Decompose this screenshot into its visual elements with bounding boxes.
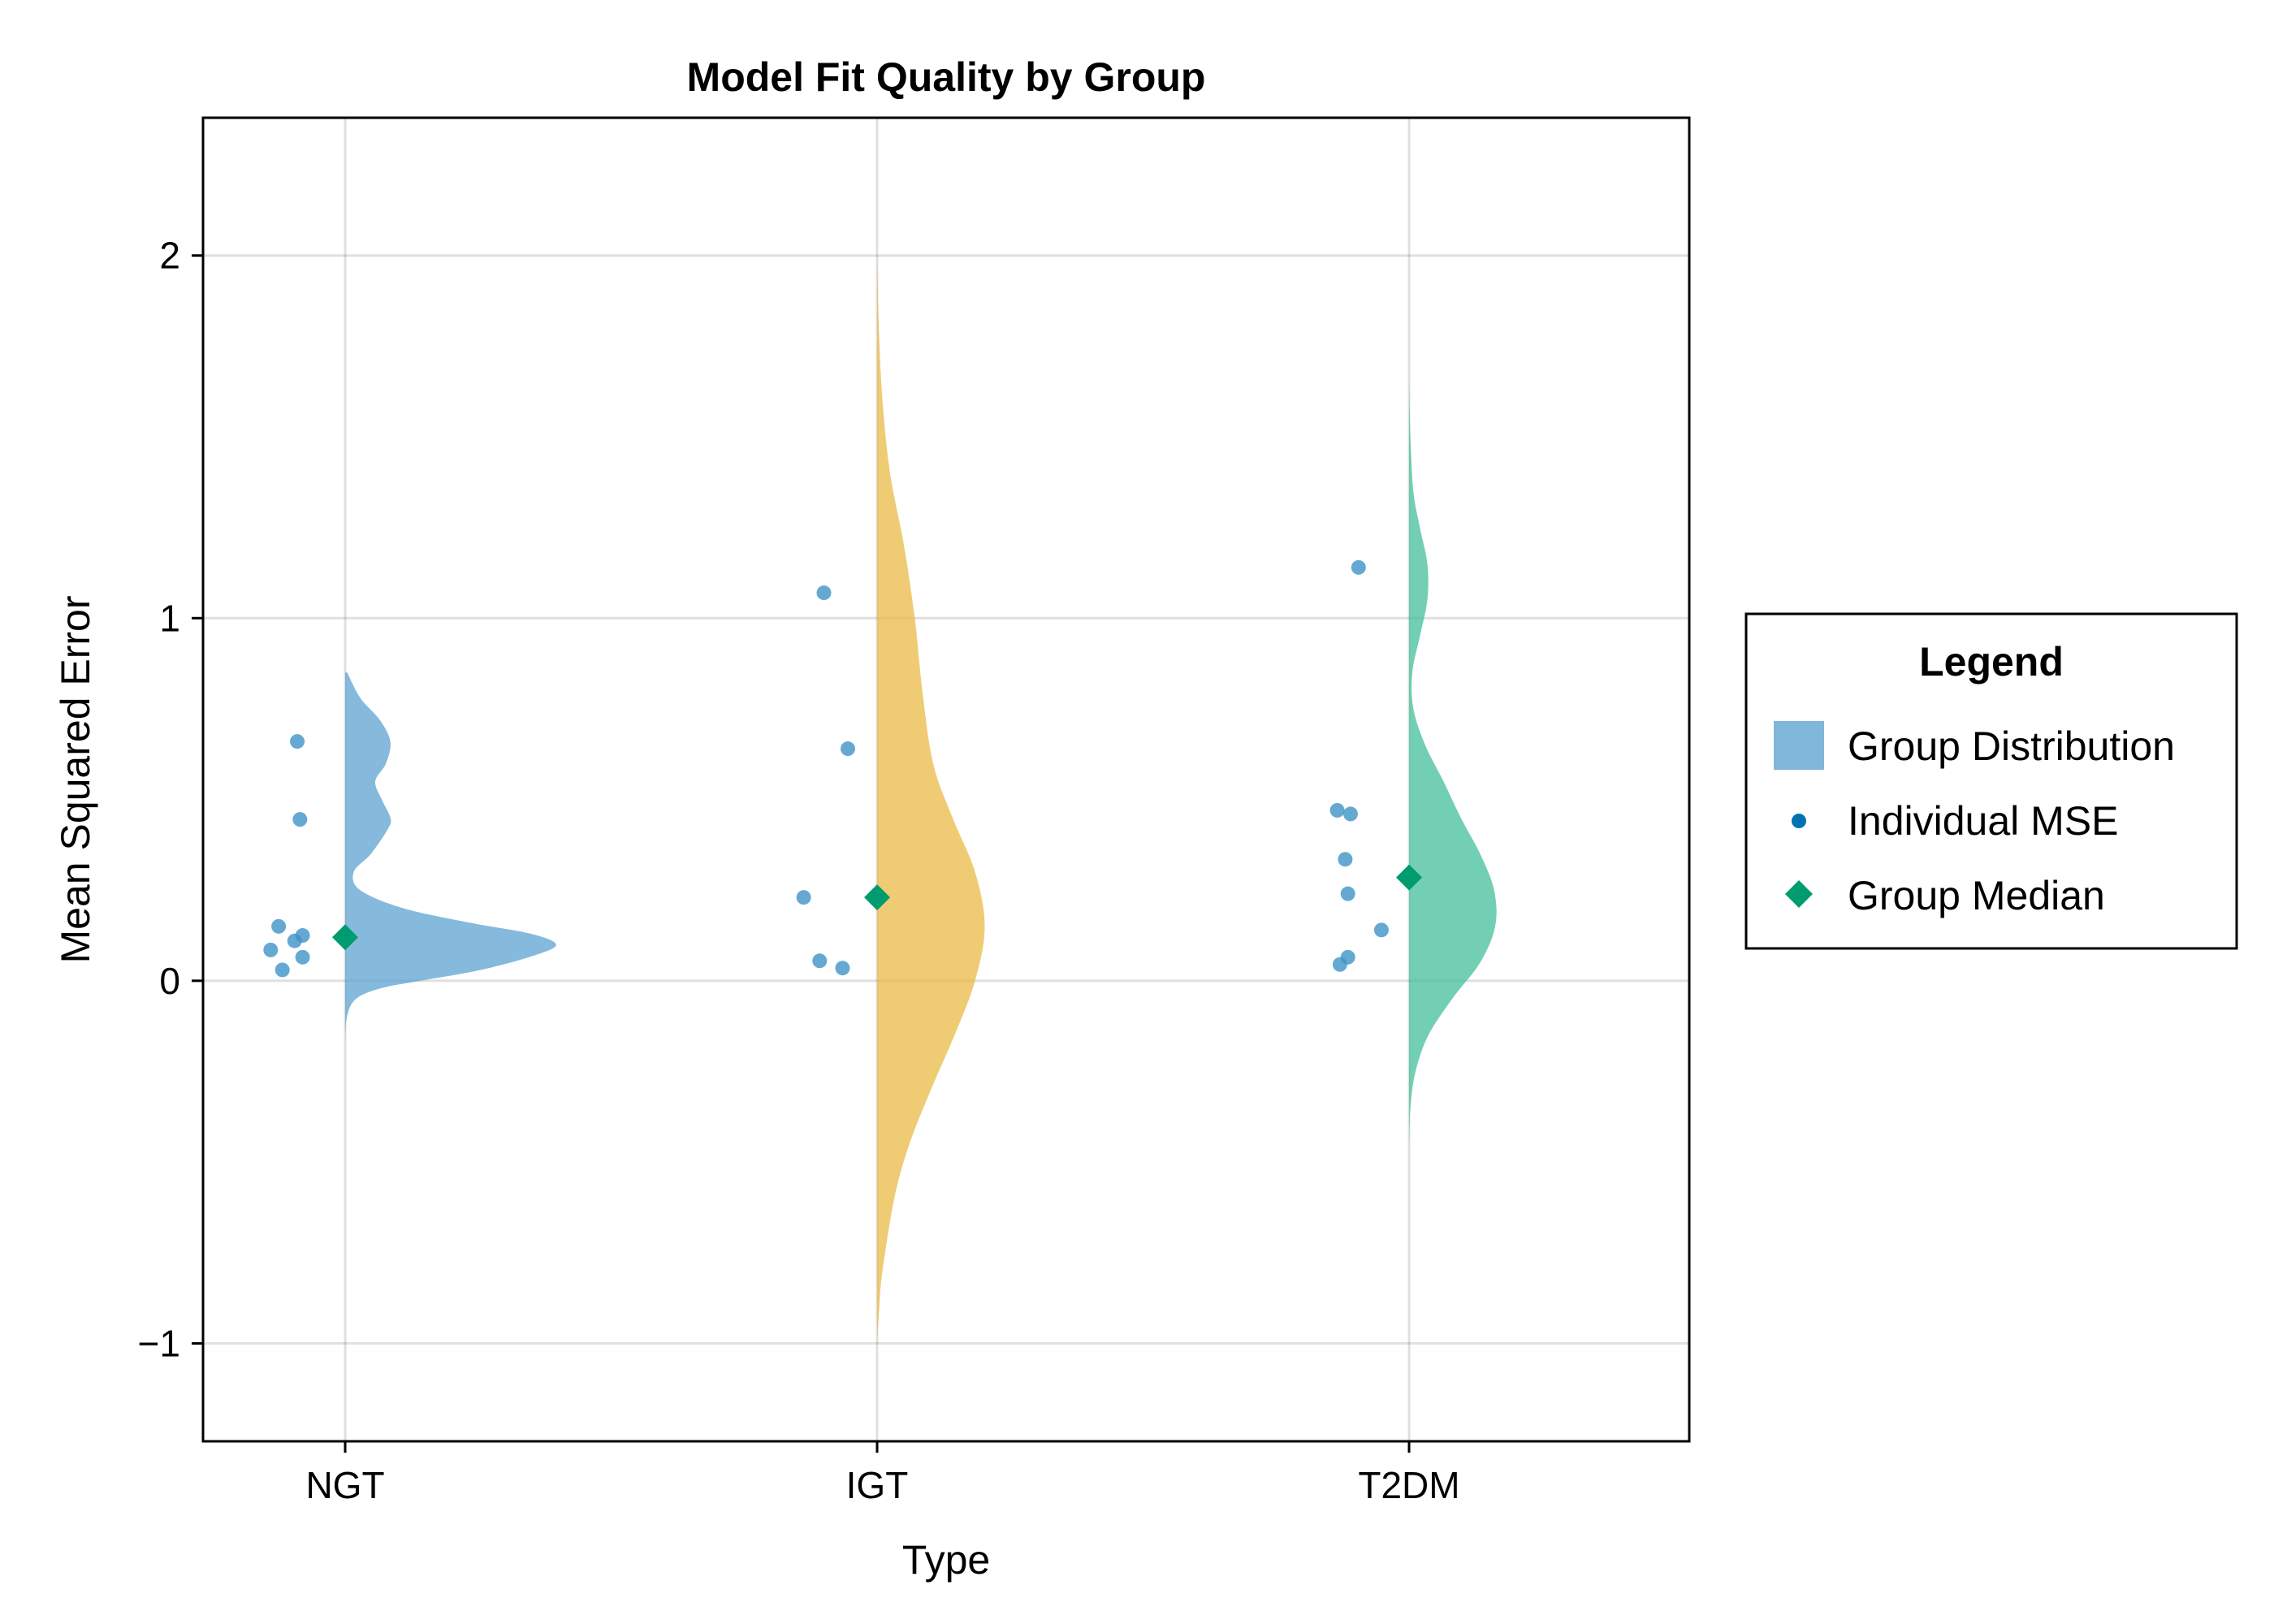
mse-point	[1351, 559, 1366, 575]
median-marker-ngt	[332, 924, 358, 951]
y-axis-label: Mean Squared Error	[53, 595, 98, 963]
y-tick-label: 2	[159, 235, 180, 277]
mse-point	[796, 890, 811, 905]
mse-point	[1329, 802, 1345, 818]
mse-point	[1342, 806, 1358, 822]
mse-point	[840, 741, 855, 757]
x-axis-label: Type	[902, 1537, 990, 1583]
chart-title: Model Fit Quality by Group	[687, 54, 1206, 100]
legend-title: Legend	[1919, 639, 2064, 685]
mse-point	[1373, 922, 1389, 938]
x-tick-label: IGT	[846, 1464, 909, 1506]
y-tick-label: 0	[159, 960, 180, 1002]
group-medians	[332, 864, 1422, 951]
x-tick-label: T2DM	[1358, 1464, 1459, 1506]
mse-point	[835, 961, 850, 976]
axes: −1 0 1 2 NGT IGT T2DM	[138, 235, 1460, 1506]
mse-point	[816, 585, 832, 601]
violin-t2dm	[1409, 382, 1497, 1144]
violin-igt	[877, 255, 985, 1344]
mse-point	[292, 812, 308, 827]
mse-point	[812, 953, 828, 969]
legend: Legend Group Distribution Individual MSE…	[1744, 612, 2238, 950]
legend-label-distribution: Group Distribution	[1848, 723, 2175, 769]
mse-point	[1332, 957, 1347, 972]
mse-point	[290, 734, 305, 749]
individual-points	[263, 559, 1389, 978]
y-tick-label: −1	[138, 1322, 180, 1364]
legend-label-median: Group Median	[1848, 873, 2105, 918]
median-marker-t2dm	[1396, 864, 1422, 891]
mse-point	[271, 918, 287, 934]
plot-frame	[201, 116, 1691, 1443]
mse-point	[263, 942, 279, 957]
legend-frame	[1744, 612, 2238, 950]
violins	[345, 255, 1497, 1344]
mse-point	[287, 933, 302, 948]
legend-swatch-distribution	[1774, 721, 1824, 770]
x-tick-label: NGT	[305, 1464, 384, 1506]
violin-ngt	[345, 672, 556, 1043]
legend-label-points: Individual MSE	[1848, 798, 2119, 844]
mse-point	[1338, 852, 1353, 867]
mse-point	[295, 949, 310, 965]
mse-point	[1340, 886, 1355, 901]
legend-swatch-points	[1792, 814, 1806, 828]
mse-point	[275, 962, 290, 978]
legend-swatch-median	[1785, 880, 1813, 908]
y-tick-label: 1	[159, 597, 180, 639]
median-marker-igt	[864, 884, 890, 911]
